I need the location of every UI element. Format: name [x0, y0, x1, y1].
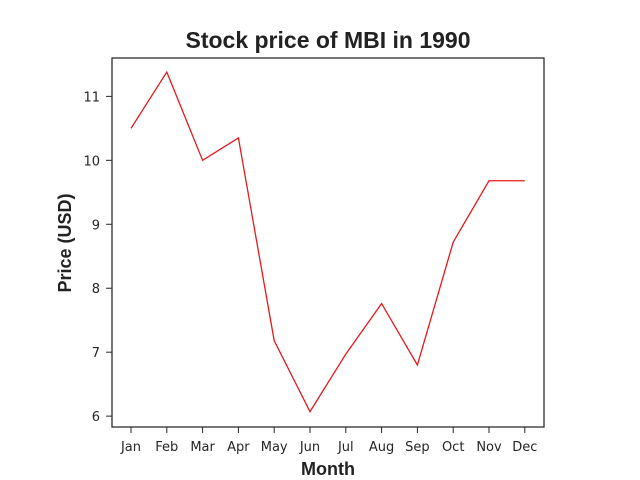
x-tick-label-sep: Sep — [405, 440, 430, 455]
y-axis-label: Price (USD) — [55, 193, 75, 292]
x-axis: Jan Feb Mar Apr May Jun Jul Aug Sep Oct Nov Dec — [120, 427, 537, 455]
x-tick-label-jan: Jan — [120, 440, 141, 455]
y-tick-label-10: 10 — [83, 154, 100, 169]
y-tick-label-8: 8 — [92, 282, 100, 297]
x-tick-label-oct: Oct — [442, 440, 464, 455]
x-tick-label-feb: Feb — [155, 440, 178, 455]
chart-title: Stock price of MBI in 1990 — [185, 27, 470, 53]
x-tick-label-nov: Nov — [476, 440, 502, 455]
x-tick-label-dec: Dec — [512, 440, 537, 455]
x-tick-label-apr: Apr — [227, 440, 250, 455]
x-tick-label-mar: Mar — [190, 440, 215, 455]
y-tick-label-7: 7 — [92, 346, 100, 361]
x-tick-label-jun: Jun — [299, 440, 320, 455]
plot-area-frame — [111, 57, 545, 428]
price-series-line — [130, 70, 525, 413]
x-tick-label-jul: Jul — [337, 440, 354, 455]
x-tick-label-aug: Aug — [369, 440, 394, 455]
x-axis-label: Month — [301, 459, 355, 479]
y-axis: 6 7 8 9 10 11 — [83, 90, 112, 425]
y-tick-label-9: 9 — [92, 218, 100, 233]
y-tick-label-11: 11 — [83, 90, 100, 105]
x-tick-label-may: May — [261, 440, 288, 455]
y-tick-label-6: 6 — [92, 410, 100, 425]
